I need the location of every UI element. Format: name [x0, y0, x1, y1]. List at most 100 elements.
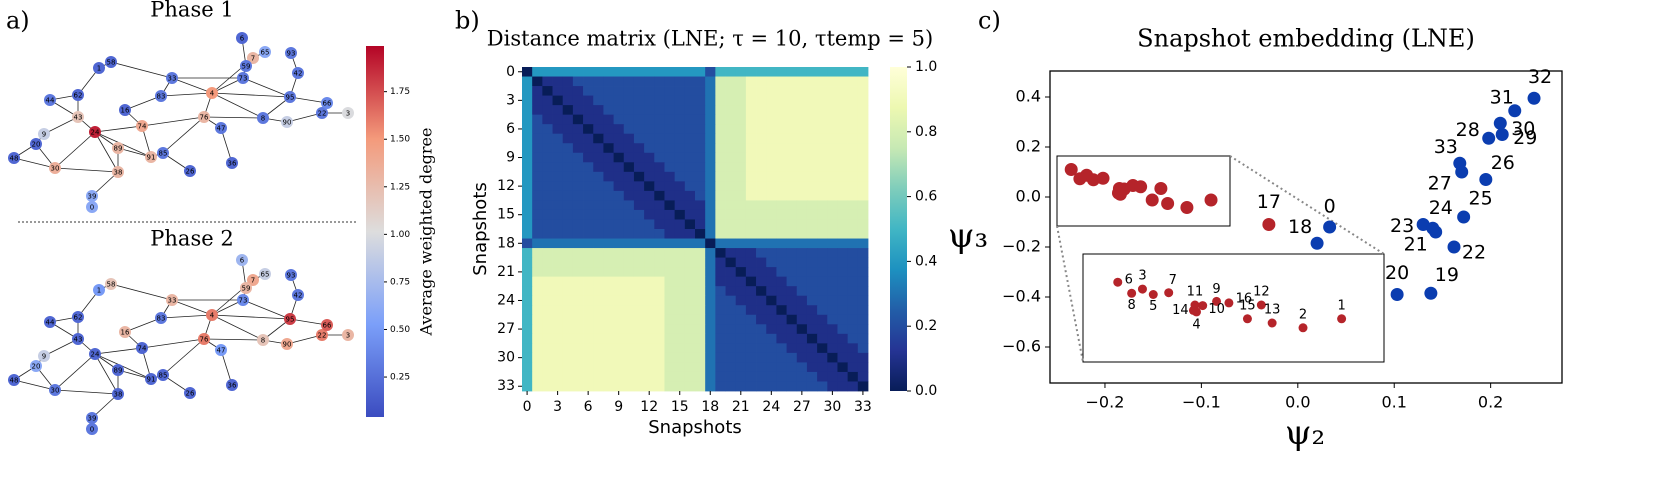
cell: [664, 200, 676, 211]
cell: [583, 162, 594, 173]
cell: [857, 324, 869, 335]
cell: [786, 209, 798, 220]
cell: [522, 171, 533, 182]
cell: [522, 200, 533, 211]
cell: [796, 133, 808, 144]
cell: [654, 152, 665, 163]
cell: [644, 209, 655, 220]
node-label: 74: [138, 345, 147, 353]
cell: [522, 238, 533, 249]
edge: [286, 112, 323, 123]
point-label: 13: [1264, 303, 1281, 318]
edge: [289, 96, 328, 104]
cell: [562, 276, 574, 287]
cell: [654, 276, 665, 287]
cell: [756, 133, 767, 144]
cell: [603, 333, 614, 344]
cell: [664, 229, 676, 239]
cell: [725, 86, 737, 96]
cell: [786, 324, 798, 335]
cell: [654, 190, 665, 201]
point-label: 3: [1138, 269, 1146, 284]
cell: [664, 190, 676, 201]
x-tick-label: −0.2: [1086, 393, 1125, 412]
cell: [674, 200, 686, 211]
cell: [623, 181, 635, 192]
cell: [817, 162, 828, 173]
node-label: 30: [51, 165, 60, 173]
cell: [705, 162, 716, 173]
cell: [552, 314, 564, 325]
cell: [786, 362, 798, 373]
cell: [583, 257, 594, 268]
node-label: 26: [186, 390, 195, 398]
edge: [289, 318, 328, 326]
cell: [857, 229, 869, 239]
cell: [522, 324, 533, 335]
cell: [837, 152, 849, 163]
cell: [562, 314, 574, 325]
cell: [796, 105, 808, 116]
cell: [542, 124, 553, 135]
cell: [644, 190, 655, 201]
cell: [603, 343, 614, 354]
cell: [766, 181, 777, 192]
cell: [674, 257, 686, 268]
cell: [644, 267, 655, 278]
cell: [695, 162, 706, 173]
node-label: 93: [287, 50, 296, 58]
cell: [847, 219, 859, 230]
cell: [562, 286, 574, 297]
cell: [583, 229, 594, 239]
cell: [613, 343, 625, 354]
point-label: 24: [1429, 197, 1453, 219]
cell: [603, 267, 614, 278]
cell: [796, 314, 808, 325]
cell: [552, 286, 564, 297]
node: [321, 97, 333, 109]
cell: [705, 257, 716, 268]
cell: [522, 257, 533, 268]
cell: [745, 86, 757, 96]
node: [316, 107, 328, 119]
point: [1424, 286, 1438, 300]
cell: [583, 190, 594, 201]
cell: [857, 181, 869, 192]
cell: [674, 86, 686, 96]
cell: [806, 76, 818, 87]
node-label: 89: [114, 145, 123, 153]
cell: [633, 209, 645, 220]
cell: [532, 105, 543, 116]
cell: [664, 181, 676, 192]
edge: [203, 116, 264, 119]
cell: [735, 162, 747, 173]
cell: [756, 381, 767, 392]
cell: [674, 267, 686, 278]
node-label: 65: [261, 271, 270, 279]
cell: [735, 362, 747, 373]
cell: [695, 238, 706, 249]
cell: [644, 352, 655, 363]
node-label: 85: [159, 150, 168, 158]
point-label: 15: [1239, 298, 1256, 313]
cell: [572, 238, 584, 249]
cell: [593, 352, 604, 363]
cell: [786, 171, 798, 182]
cell: [756, 152, 767, 163]
cell: [603, 276, 614, 287]
cell: [776, 219, 787, 230]
node: [285, 269, 297, 281]
cell: [827, 86, 838, 96]
cell: [603, 295, 614, 306]
inset-point: [1113, 277, 1123, 287]
cell: [542, 133, 553, 144]
cell: [827, 305, 838, 316]
cell: [572, 67, 584, 77]
cell: [735, 257, 747, 268]
cell: [705, 95, 716, 106]
cell: [532, 324, 543, 335]
cell: [735, 381, 747, 392]
cell: [766, 314, 777, 325]
cell: [806, 371, 818, 382]
node: [119, 104, 131, 116]
